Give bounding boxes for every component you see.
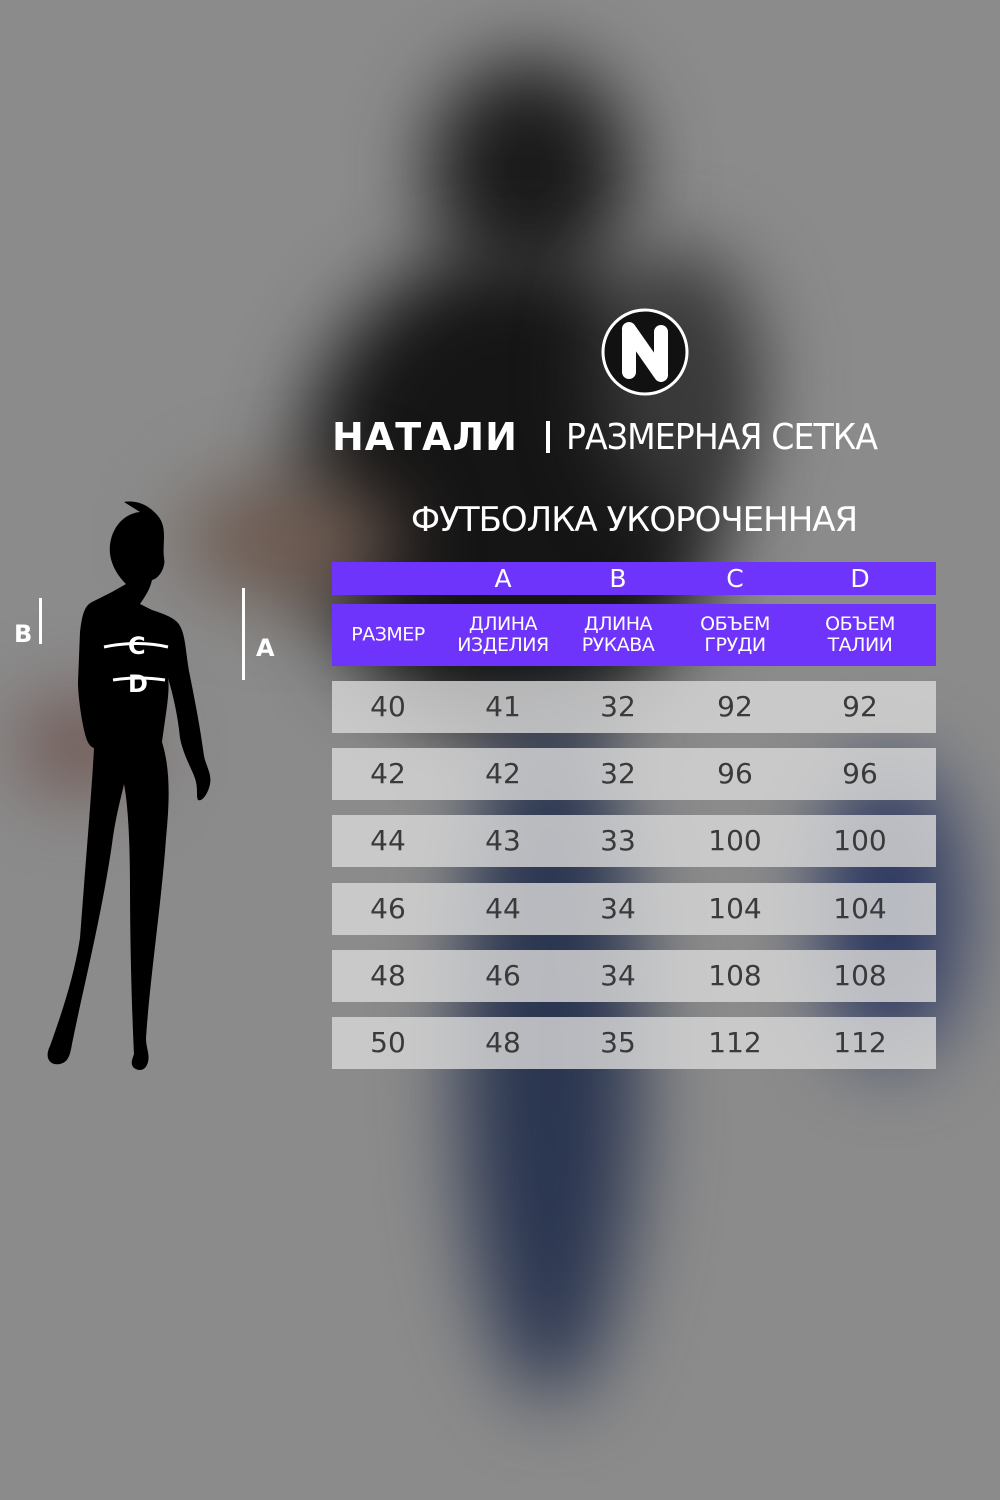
column-header-line: ДЛИНА [583, 613, 653, 635]
column-header-line: ДЛИНА [468, 613, 538, 635]
table-header-row: РАЗМЕР ДЛИНА ИЗДЕЛИЯ ДЛИНА РУКАВА ОБЪЕМ ГРУДИ О… [332, 604, 936, 666]
column-header: ДЛИНА ИЗДЕЛИЯ [457, 613, 549, 656]
table-cell: 34 [600, 891, 636, 925]
table-cell: 46 [485, 958, 521, 992]
column-header-line: РАЗМЕР [351, 623, 425, 646]
table-cell: 92 [717, 690, 753, 723]
female-silhouette-icon [47, 501, 211, 1070]
table-cell: 50 [370, 1026, 406, 1059]
table-cell: 35 [600, 1026, 636, 1059]
table-cell: 48 [370, 958, 406, 992]
column-header-line: ОБЪЕМ [700, 613, 770, 635]
garment-length-line [242, 588, 245, 680]
column-header-line: ИЗДЕЛИЯ [457, 634, 549, 656]
measurement-figure: B A C D [0, 500, 300, 1080]
table-cell: 42 [485, 757, 521, 791]
label-b: B [14, 620, 33, 648]
title-subtitle: РАЗМЕРНАЯ СЕТКА [565, 416, 878, 458]
table-cell: 108 [708, 958, 762, 992]
table-row: 40 41 32 92 92 [332, 681, 936, 733]
table-row: 48 46 34 108 108 [332, 949, 936, 1002]
n-circle-logo [601, 308, 689, 396]
letter-3: C [726, 564, 744, 593]
column-header: ОБЪЕМ ТАЛИИ [825, 614, 895, 656]
table-cell: 48 [485, 1026, 521, 1059]
table-cell: 112 [833, 1026, 887, 1059]
column-header-line: ГРУДИ [704, 634, 766, 656]
label-c: C [128, 632, 146, 660]
table-cell: 33 [600, 824, 636, 858]
title-divider [545, 421, 550, 453]
label-a: A [256, 634, 275, 662]
chest-line [103, 642, 169, 649]
table-row: 50 48 35 112 112 [332, 1017, 936, 1069]
table-cell: 41 [485, 690, 521, 723]
page-title: НАТАЛИ РАЗМЕРНАЯ СЕТКА [332, 412, 952, 462]
table-cell: 40 [370, 690, 406, 723]
column-header-line: ТАЛИИ [827, 634, 893, 656]
table-cell: 46 [370, 891, 406, 925]
table-cell: 42 [370, 757, 406, 791]
table-cell: 32 [600, 690, 636, 723]
measurement-letters-row: A B C D [332, 562, 936, 595]
table-cell: 104 [833, 891, 887, 925]
label-d: D [128, 670, 148, 698]
table-cell: 44 [485, 891, 521, 925]
column-header: ОБЪЕМ ГРУДИ [700, 614, 770, 656]
table-cell: 104 [708, 891, 762, 925]
letter-1: A [494, 564, 512, 593]
table-cell: 96 [842, 757, 878, 791]
table-row: 42 42 32 96 96 [332, 748, 936, 801]
table-cell: 108 [833, 958, 887, 992]
table-cell: 44 [370, 824, 406, 858]
column-header: ДЛИНА РУКАВА [582, 614, 655, 656]
table-row: 46 44 34 104 104 [332, 882, 936, 935]
sleeve-length-line [39, 598, 42, 644]
column-header-line: ОБЪЕМ [825, 613, 895, 635]
table-cell: 92 [842, 690, 878, 723]
brand-name: НАТАЛИ [332, 415, 518, 459]
table-cell: 100 [833, 824, 887, 858]
table-row: 44 43 33 100 100 [332, 815, 936, 868]
table-cell: 34 [600, 958, 636, 992]
letter-2: B [609, 564, 627, 593]
table-cell: 43 [485, 824, 521, 858]
column-header-line: РУКАВА [581, 634, 655, 656]
letter-4: D [850, 564, 870, 593]
product-name: ФУТБОЛКА УКОРОЧЕННАЯ [410, 500, 858, 540]
table-cell: 100 [708, 824, 762, 858]
table-cell: 96 [717, 757, 753, 791]
table-cell: 32 [600, 757, 636, 791]
column-header: РАЗМЕР [351, 623, 425, 646]
waist-line [112, 676, 166, 682]
table-cell: 112 [708, 1026, 762, 1059]
